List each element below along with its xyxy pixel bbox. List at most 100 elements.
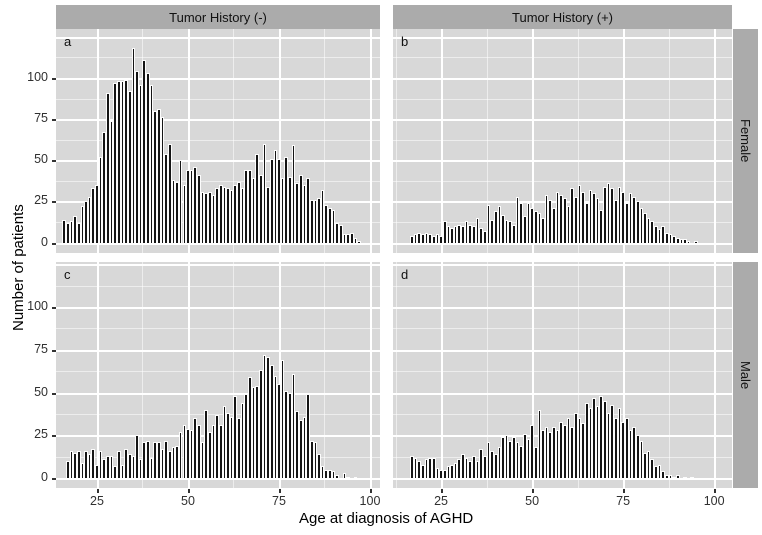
x-gridline-minor xyxy=(578,29,579,253)
histogram-bar xyxy=(284,390,289,479)
y-gridline-minor xyxy=(393,181,732,182)
histogram-bar xyxy=(442,469,447,479)
histogram-bar xyxy=(95,464,99,479)
histogram-bar xyxy=(559,194,564,243)
histogram-bar xyxy=(164,153,168,243)
y-tick-label: 75 xyxy=(34,341,48,356)
histogram-bar xyxy=(588,189,593,243)
x-gridline-major xyxy=(441,29,443,253)
histogram-bar xyxy=(413,457,418,479)
y-tick-mark xyxy=(52,201,56,203)
histogram-bar xyxy=(160,449,165,479)
histogram-bar xyxy=(479,227,483,243)
histogram-bar xyxy=(577,418,582,479)
histogram-bar xyxy=(258,370,263,479)
histogram-bar xyxy=(91,449,96,479)
histogram-bar xyxy=(131,48,136,243)
histogram-bar xyxy=(73,452,77,479)
histogram-bar xyxy=(248,170,252,243)
panel-letter-a: a xyxy=(64,34,72,49)
histogram-bar xyxy=(167,450,172,479)
histogram-bar xyxy=(251,387,256,479)
histogram-bar xyxy=(346,234,350,243)
histogram-bar xyxy=(269,158,274,243)
histogram-bar xyxy=(646,450,651,479)
x-tick-mark xyxy=(370,489,372,493)
y-tick-label: 75 xyxy=(34,111,48,126)
histogram-bar xyxy=(109,120,114,243)
histogram-bar xyxy=(131,455,136,479)
x-gridline-major xyxy=(623,262,625,488)
histogram-bar xyxy=(266,186,270,243)
histogram-bar xyxy=(357,240,361,243)
histogram-bar xyxy=(299,175,303,243)
histogram-bar xyxy=(650,459,655,479)
histogram-bar xyxy=(570,188,574,243)
histogram-bar xyxy=(120,81,125,243)
y-tick-label: 25 xyxy=(34,427,48,442)
histogram-bar xyxy=(240,402,245,479)
y-tick-label: 100 xyxy=(27,299,48,314)
x-gridline-major xyxy=(370,29,372,253)
histogram-bar xyxy=(73,216,77,243)
histogram-bar xyxy=(548,432,553,479)
histogram-bar xyxy=(237,418,241,479)
y-tick-mark xyxy=(52,393,56,395)
panel-d: d xyxy=(393,262,732,488)
histogram-bar xyxy=(468,461,472,479)
x-tick-label: 25 xyxy=(90,494,104,508)
histogram-bar xyxy=(244,170,249,243)
y-gridline-major xyxy=(393,119,732,121)
histogram-bar xyxy=(661,471,665,479)
histogram-bar xyxy=(654,226,658,243)
histogram-bar xyxy=(91,188,96,243)
histogram-bar xyxy=(204,193,208,243)
x-gridline-major xyxy=(97,29,99,253)
histogram-bar xyxy=(146,72,150,243)
histogram-bar xyxy=(113,466,117,479)
histogram-bar xyxy=(171,447,176,479)
y-gridline-minor xyxy=(56,286,380,287)
histogram-bar xyxy=(555,191,560,243)
y-tick-mark xyxy=(52,119,56,121)
histogram-bar xyxy=(106,455,110,479)
histogram-bar xyxy=(515,196,520,243)
histogram-bar xyxy=(504,435,509,479)
histogram-bar xyxy=(164,440,168,479)
x-tick-label: 25 xyxy=(434,494,449,508)
histogram-bar xyxy=(599,209,604,243)
histogram-bar xyxy=(218,184,223,243)
histogram-bar xyxy=(552,426,556,479)
histogram-bar xyxy=(69,221,74,243)
histogram-bar xyxy=(410,236,414,243)
y-gridline-major xyxy=(56,393,380,395)
histogram-bar xyxy=(501,214,505,243)
histogram-bar xyxy=(317,198,321,243)
histogram-bar xyxy=(255,153,259,243)
histogram-bar xyxy=(211,194,216,243)
histogram-bar xyxy=(646,217,651,243)
histogram-bar xyxy=(672,476,676,479)
histogram-bar xyxy=(273,150,278,243)
histogram-bar xyxy=(142,59,147,243)
histogram-bar xyxy=(135,71,139,243)
histogram-bar xyxy=(657,464,662,479)
histogram-bar xyxy=(675,237,680,243)
histogram-bar xyxy=(512,224,516,243)
histogram-bar xyxy=(291,373,296,479)
panel-letter-c: c xyxy=(64,267,71,282)
histogram-bar xyxy=(175,181,179,243)
y-tick-label: 25 xyxy=(34,193,48,208)
histogram-bar xyxy=(189,170,194,243)
histogram-bar xyxy=(624,203,629,243)
histogram-bar xyxy=(280,360,285,479)
histogram-bar xyxy=(643,452,647,479)
histogram-bar xyxy=(229,416,234,479)
histogram-bar xyxy=(146,440,150,479)
histogram-bar xyxy=(439,236,443,243)
histogram-bar xyxy=(519,445,523,479)
histogram-bar xyxy=(120,464,125,479)
histogram-bar xyxy=(182,425,187,479)
y-gridline-major xyxy=(56,37,380,39)
histogram-bar xyxy=(439,469,443,479)
